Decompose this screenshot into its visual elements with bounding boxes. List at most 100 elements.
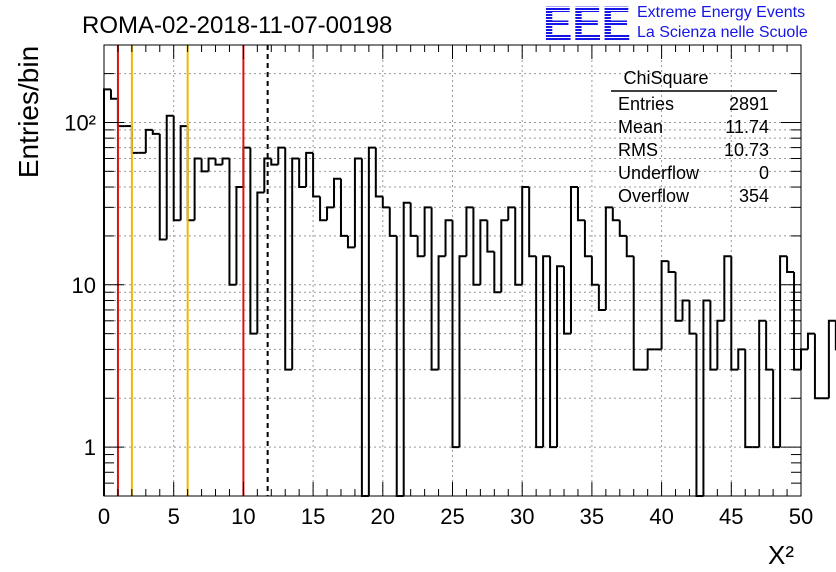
- stats-value-overflow: 354: [739, 186, 769, 206]
- stats-title: ChiSquare: [623, 68, 708, 88]
- x-tick-label: 20: [371, 504, 395, 529]
- histogram-bin: [235, 186, 244, 285]
- x-tick-label: 0: [98, 504, 110, 529]
- histogram-bin: [430, 207, 439, 371]
- histogram-bin: [709, 300, 718, 371]
- x-axis-label: X²: [768, 540, 794, 570]
- histogram-bin: [228, 158, 237, 286]
- marker-lines: [116, 45, 269, 496]
- histogram-bin: [221, 157, 230, 165]
- x-tick-label: 30: [510, 504, 534, 529]
- histogram-bin: [618, 220, 627, 237]
- stats-value-rms: 10.73: [724, 140, 769, 160]
- histogram-bin: [779, 255, 788, 448]
- histogram-bin: [827, 319, 836, 399]
- histogram-bin: [312, 152, 321, 198]
- chart-title: ROMA-02-2018-11-07-00198: [82, 12, 392, 39]
- histogram-bin: [479, 219, 488, 285]
- histogram-bin: [500, 219, 509, 293]
- histogram-bin: [535, 256, 544, 449]
- histogram-bin: [339, 178, 348, 237]
- x-tick-label: 10: [231, 504, 255, 529]
- histogram-bin: [556, 265, 565, 448]
- histogram-bin: [214, 158, 223, 166]
- stats-label-mean: Mean: [618, 117, 663, 137]
- histogram-bin: [388, 207, 397, 237]
- x-axis-ticks: 0 5 10 15 20 25 30 35 40 45 50: [98, 45, 813, 529]
- histogram-bin: [646, 348, 655, 370]
- y-tick-label: 10: [72, 273, 96, 298]
- histogram-bin: [744, 349, 753, 449]
- histogram-bin: [172, 115, 181, 222]
- histogram-bin: [667, 261, 676, 273]
- histogram-bin: [409, 202, 418, 237]
- histogram-bin: [563, 266, 571, 335]
- histogram-bin: [437, 255, 446, 370]
- histogram-bin: [611, 207, 620, 222]
- histogram-bin: [723, 255, 732, 321]
- histogram-bin: [179, 125, 188, 221]
- histogram-bin: [151, 129, 160, 135]
- logo-caption: Extreme Energy Events La Scienza nelle S…: [637, 3, 808, 43]
- histogram-bin: [758, 319, 767, 448]
- x-tick-label: 50: [789, 504, 813, 529]
- histogram-bin: [604, 206, 613, 310]
- histogram-bin: [507, 206, 516, 221]
- x-tick-label: 45: [719, 504, 743, 529]
- logo-line-2: La Scienza nelle Scuole: [637, 24, 808, 41]
- stats-value-underflow: 0: [759, 163, 769, 183]
- x-tick-label: 15: [301, 504, 325, 529]
- histogram-bin: [465, 206, 474, 257]
- histogram-bin: [256, 191, 265, 334]
- histogram-bin: [521, 186, 530, 285]
- histogram-bin: [549, 256, 558, 449]
- histogram-bin: [765, 320, 774, 371]
- histogram-bin: [737, 348, 746, 370]
- histogram-bin: [542, 255, 551, 448]
- histogram-bin: [193, 157, 202, 221]
- histogram-bin: [730, 256, 739, 371]
- histogram-bin: [374, 147, 383, 198]
- histogram-bin: [200, 158, 209, 173]
- histogram-bin: [528, 187, 537, 258]
- histogram-bin: [583, 220, 592, 258]
- histogram-bin: [381, 196, 390, 209]
- histogram-bin: [681, 299, 690, 321]
- y-axis-ticks: 1 10 10²: [64, 44, 801, 497]
- histogram-bin: [402, 201, 411, 496]
- histogram-bin: [458, 255, 467, 448]
- x-tick-label: 5: [168, 504, 180, 529]
- histogram-bin: [109, 89, 118, 100]
- stats-value-entries: 2891: [729, 94, 769, 114]
- histogram-bin: [305, 151, 314, 188]
- histogram-bin: [207, 157, 216, 172]
- histogram-bin: [625, 235, 634, 258]
- histogram-bin: [249, 147, 258, 335]
- stats-box: ChiSquare Entries 2891 Mean 11.74 RMS 10…: [611, 68, 777, 206]
- histogram-bin: [353, 157, 362, 248]
- histogram-bin: [716, 319, 725, 370]
- histogram-bin: [270, 158, 279, 166]
- histogram-bin: [493, 251, 502, 294]
- stats-label-underflow: Underflow: [618, 163, 700, 183]
- histogram-bin: [423, 206, 432, 257]
- histogram-bin: [813, 333, 822, 400]
- histogram-bin: [298, 158, 307, 189]
- histogram-bin: [632, 256, 641, 371]
- stats-value-mean: 11.74: [725, 117, 769, 137]
- histogram-bin: [346, 235, 355, 249]
- histogram-bin: [333, 177, 341, 208]
- histogram-bin: [597, 284, 606, 311]
- stats-label-rms: RMS: [618, 140, 658, 160]
- histogram-bin: [291, 157, 300, 370]
- histogram-bin: [702, 299, 711, 496]
- histogram-bin: [660, 260, 669, 350]
- histogram-bin: [806, 332, 815, 350]
- histogram-bin: [284, 147, 293, 371]
- histogram-bin: [514, 207, 523, 286]
- histogram-bin: [786, 256, 795, 273]
- histogram-bin: [277, 146, 286, 165]
- histogram-bin: [326, 206, 335, 221]
- x-tick-label: 40: [649, 504, 673, 529]
- histogram-bin: [451, 220, 460, 449]
